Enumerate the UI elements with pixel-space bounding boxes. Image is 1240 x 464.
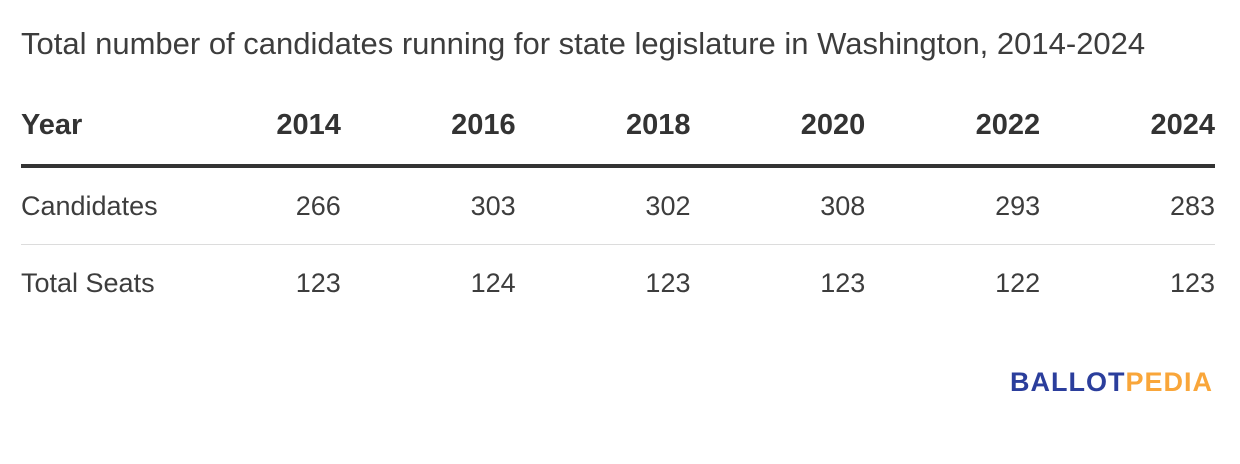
logo-row: BALLOTPEDIA [21, 367, 1215, 398]
total-seats-value-2014: 123 [295, 268, 341, 298]
year-header-2016: 2016 [340, 109, 516, 168]
table-row-total-seats: Total Seats 123 124 123 123 122 123 [21, 245, 1215, 322]
candidates-row-label: Candidates [21, 166, 166, 245]
candidates-table: Year 2014 2016 2018 2020 2022 2024 Candi… [21, 109, 1215, 321]
candidates-value-2018: 302 [515, 166, 691, 245]
year-header-2018: 2018 [515, 109, 691, 168]
total-seats-value-2020: 123 [820, 268, 866, 298]
year-column-header: Year [21, 109, 166, 168]
table-body: Candidates 266 303 302 308 293 283 Total… [21, 166, 1215, 321]
table-header: Year 2014 2016 2018 2020 2022 2024 [21, 109, 1215, 168]
total-seats-value-2016: 124 [470, 268, 516, 298]
total-seats-value-2024: 123 [1169, 268, 1215, 298]
year-header-2022: 2022 [865, 109, 1041, 168]
ballotpedia-logo-pedia: PEDIA [1125, 367, 1213, 397]
page-title: Total number of candidates running for s… [21, 26, 1146, 61]
candidates-value-2020: 308 [690, 166, 866, 245]
candidates-value-2016: 303 [340, 166, 516, 245]
table-header-row: Year 2014 2016 2018 2020 2022 2024 [21, 109, 1215, 168]
table-row-candidates: Candidates 266 303 302 308 293 283 [21, 166, 1215, 245]
ballotpedia-logo: BALLOTPEDIA [1010, 367, 1213, 397]
total-seats-row-label: Total Seats [21, 268, 155, 298]
total-seats-value-2022: 122 [995, 268, 1041, 298]
candidates-value-2022: 293 [865, 166, 1041, 245]
total-seats-value-2018: 123 [645, 268, 691, 298]
year-header-2014: 2014 [166, 109, 341, 168]
year-header-2024: 2024 [1040, 109, 1215, 168]
candidates-value-2014: 266 [166, 166, 341, 245]
ballotpedia-logo-ballot: BALLOT [1009, 367, 1126, 397]
candidates-value-2024: 283 [1040, 166, 1215, 245]
year-header-2020: 2020 [690, 109, 866, 168]
